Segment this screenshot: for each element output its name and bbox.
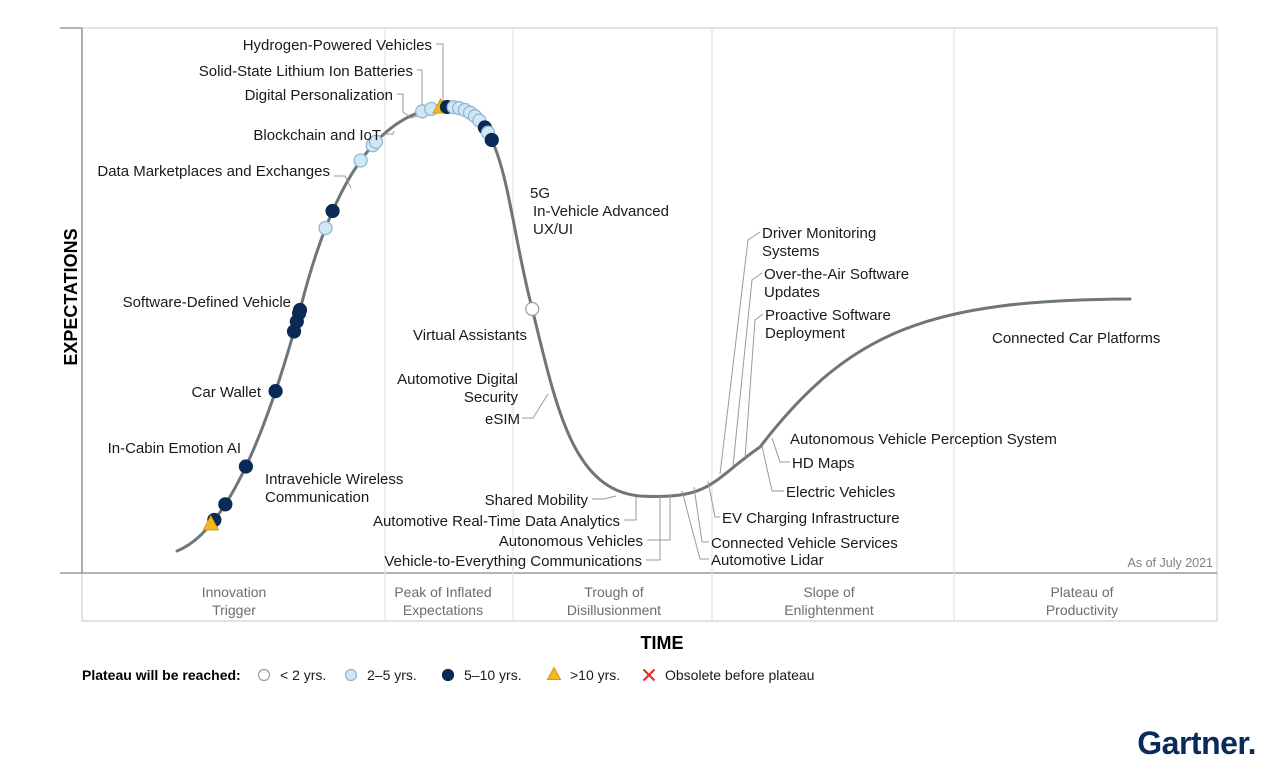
tech-label: Car Wallet — [192, 384, 262, 401]
legend-marker — [257, 668, 271, 682]
tech-marker — [218, 497, 233, 512]
legend-entry: Obsolete before plateau — [642, 667, 814, 683]
tech-label: Shared Mobility — [485, 492, 589, 509]
phase-label: Trough of — [584, 584, 644, 600]
leader-line — [761, 445, 784, 492]
tech-marker — [525, 301, 540, 317]
tech-label: Intravehicle Wireless Communication — [265, 471, 403, 506]
tech-label: In-Vehicle Advanced UX/UI — [533, 203, 669, 238]
phase-label: Expectations — [403, 602, 483, 618]
tech-label: eSIM — [485, 411, 520, 428]
legend-label: >10 yrs. — [570, 667, 620, 683]
leader-line — [397, 93, 411, 118]
legend-entry: < 2 yrs. — [257, 667, 326, 683]
tech-label: Blockchain and IoT — [253, 127, 381, 144]
tech-marker — [325, 203, 340, 219]
y-axis-title: EXPECTATIONS — [61, 228, 81, 365]
tech-marker — [368, 134, 384, 149]
tech-label: In-Cabin Emotion AI — [108, 440, 241, 457]
tech-label: HD Maps — [792, 455, 855, 472]
legend-entry: 5–10 yrs. — [441, 667, 522, 683]
tech-label: Connected Vehicle Services — [711, 535, 898, 552]
tech-label: Autonomous Vehicles — [499, 533, 643, 550]
label-leader-lines — [334, 43, 790, 561]
legend-label: < 2 yrs. — [280, 667, 326, 683]
tech-label: Automotive Real-Time Data Analytics — [373, 513, 620, 530]
tech-label: Connected Car Platforms — [992, 330, 1160, 347]
tech-marker — [238, 459, 253, 474]
legend: Plateau will be reached: < 2 yrs. 2–5 yrs.… — [82, 666, 814, 683]
phase-label: Productivity — [1046, 602, 1118, 618]
phase-label: Enlightenment — [784, 602, 874, 618]
tech-label: EV Charging Infrastructure — [722, 510, 900, 527]
tech-marker — [268, 384, 283, 399]
tech-label: Electric Vehicles — [786, 484, 895, 501]
leader-line — [334, 175, 352, 189]
technology-markers — [202, 97, 540, 531]
leader-line — [436, 43, 448, 107]
leader-line — [732, 272, 763, 467]
tech-label: Automotive Digital Security — [397, 371, 518, 406]
legend-entry: 2–5 yrs. — [344, 667, 417, 683]
legend-label: 5–10 yrs. — [464, 667, 522, 683]
legend-marker — [441, 668, 455, 682]
legend-label: 2–5 yrs. — [367, 667, 417, 683]
plot-frame — [60, 27, 1218, 622]
x-axis-title: TIME — [641, 633, 684, 653]
leader-line — [624, 497, 637, 521]
leader-line — [707, 480, 720, 518]
tech-label: Driver Monitoring Systems — [762, 225, 876, 260]
legend-marker — [642, 668, 656, 682]
legend-marker — [546, 666, 562, 680]
legend-label: Obsolete before plateau — [665, 667, 814, 683]
tech-marker — [292, 302, 308, 318]
leader-line — [592, 495, 617, 500]
tech-label: Proactive Software Deployment — [765, 307, 891, 342]
tech-label: Over-the-Air Software Updates — [764, 266, 909, 301]
leader-line — [744, 313, 764, 459]
leader-line — [681, 490, 709, 560]
legend-title: Plateau will be reached: — [82, 667, 241, 683]
tech-label: 5G — [530, 185, 550, 202]
phase-label: Peak of Inflated — [394, 584, 491, 600]
legend-marker — [344, 668, 358, 682]
tech-label: Data Marketplaces and Exchanges — [97, 163, 330, 180]
tech-marker — [484, 132, 499, 148]
as-of-note: As of July 2021 — [1128, 556, 1214, 570]
tech-label: Vehicle-to-Everything Communications — [384, 553, 642, 570]
tech-label: Digital Personalization — [245, 87, 393, 104]
tech-label: Hydrogen-Powered Vehicles — [243, 37, 432, 54]
tech-label: Solid-State Lithium Ion Batteries — [199, 63, 413, 80]
leader-line — [646, 496, 661, 561]
leader-line — [409, 69, 423, 119]
phase-labels: Innovation Trigger Peak of Inflated Expecta… — [202, 584, 1118, 618]
tech-label: Automotive Lidar — [711, 552, 824, 569]
leader-line — [771, 437, 790, 463]
phase-label: Disillusionment — [567, 602, 661, 618]
gartner-logo: Gartner. — [1137, 725, 1256, 761]
phase-label: Innovation — [202, 584, 267, 600]
tech-label: Autonomous Vehicle Perception System — [790, 431, 1057, 448]
plot-border — [81, 27, 1218, 622]
leader-line — [719, 231, 761, 475]
tech-label: Virtual Assistants — [413, 327, 527, 344]
technology-labels: In-Cabin Emotion AI Intravehicle Wireless… — [97, 37, 1160, 570]
phase-label: Trigger — [212, 602, 256, 618]
phase-label: Slope of — [803, 584, 854, 600]
tech-marker — [318, 220, 333, 236]
tech-label: Software-Defined Vehicle — [123, 294, 291, 311]
tech-marker — [202, 514, 220, 531]
leader-line — [647, 495, 671, 541]
tech-marker — [353, 153, 368, 168]
legend-entry: >10 yrs. — [546, 666, 620, 683]
leader-line — [522, 393, 549, 419]
leader-line — [693, 486, 709, 543]
phase-label: Plateau of — [1050, 584, 1113, 600]
leader-line — [385, 130, 395, 135]
